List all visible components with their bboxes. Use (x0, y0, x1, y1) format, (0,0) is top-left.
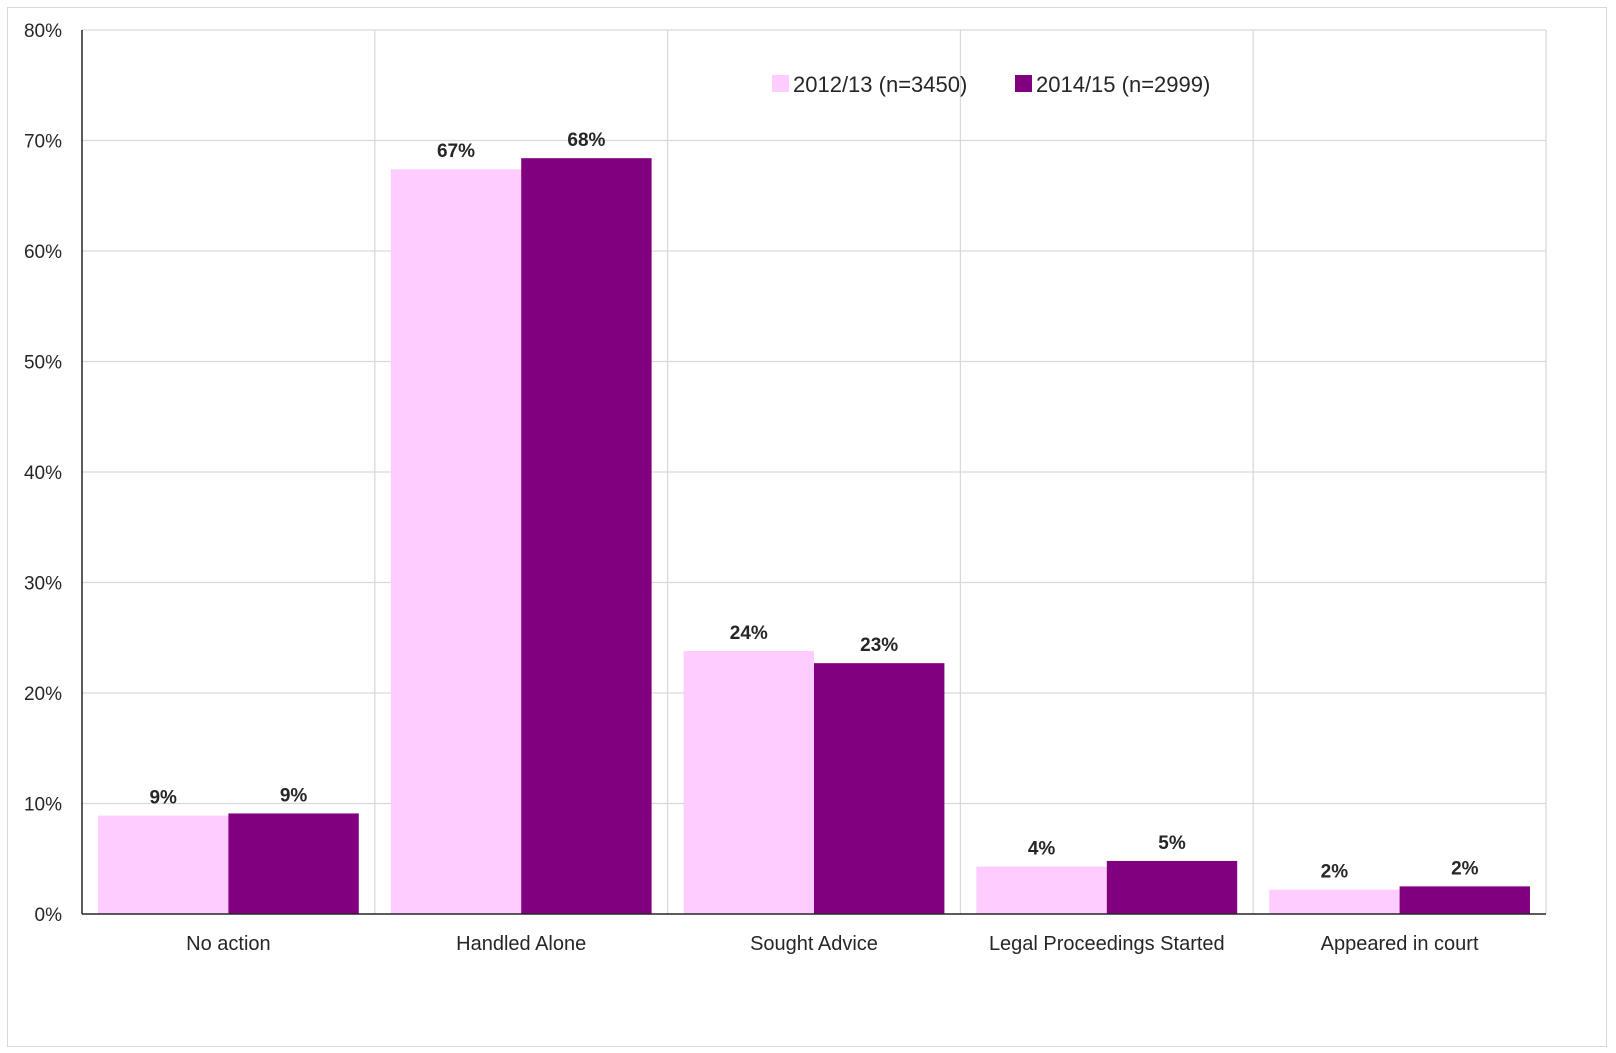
bar (521, 158, 652, 914)
data-label: 2% (1321, 862, 1349, 883)
y-tick-label: 40% (24, 463, 62, 484)
data-label: 9% (280, 785, 308, 806)
x-tick-label: Sought Advice (750, 933, 878, 955)
data-label: 4% (1028, 838, 1056, 859)
legend-swatch (1015, 75, 1032, 92)
x-tick-label: Legal Proceedings Started (989, 933, 1225, 955)
x-tick-label: No action (186, 933, 271, 955)
bar (98, 815, 229, 914)
bars (98, 158, 1530, 915)
y-tick-label: 0% (35, 905, 63, 926)
y-tick-label: 80% (24, 21, 62, 42)
legend[interactable]: 2012/13 (n=3450) 2014/15 (n=2999) (772, 72, 1210, 97)
x-tick-label: Appeared in court (1321, 933, 1479, 955)
x-tick-label: Handled Alone (456, 933, 586, 955)
labels: 0% 10% 20% 30% 40% 50% 60% 70% 80% 9% 9% No action 6… (24, 21, 1479, 955)
y-tick-label: 30% (24, 574, 62, 595)
y-tick-label: 70% (24, 132, 62, 153)
data-label: 5% (1158, 833, 1186, 854)
legend-label: 2014/15 (n=2999) (1036, 72, 1210, 97)
bar (1106, 860, 1238, 914)
gridlines (82, 29, 1547, 914)
data-label: 9% (149, 788, 177, 809)
legend-label: 2012/13 (n=3450) (793, 72, 967, 97)
data-label: 24% (730, 623, 768, 644)
y-tick-label: 10% (24, 795, 62, 816)
bar (390, 169, 522, 915)
y-tick-label: 60% (24, 242, 62, 263)
bar (814, 663, 945, 914)
bar (976, 866, 1107, 914)
bar (1269, 889, 1400, 914)
data-label: 67% (437, 141, 475, 162)
bar (228, 813, 359, 914)
data-label: 68% (567, 130, 605, 151)
data-label: 2% (1451, 858, 1479, 879)
data-label: 23% (860, 635, 898, 656)
axes (81, 30, 1546, 915)
bar (1399, 886, 1530, 914)
bar (683, 651, 814, 914)
legend-swatch (772, 75, 789, 92)
y-tick-label: 50% (24, 353, 62, 374)
y-tick-label: 20% (24, 684, 62, 705)
